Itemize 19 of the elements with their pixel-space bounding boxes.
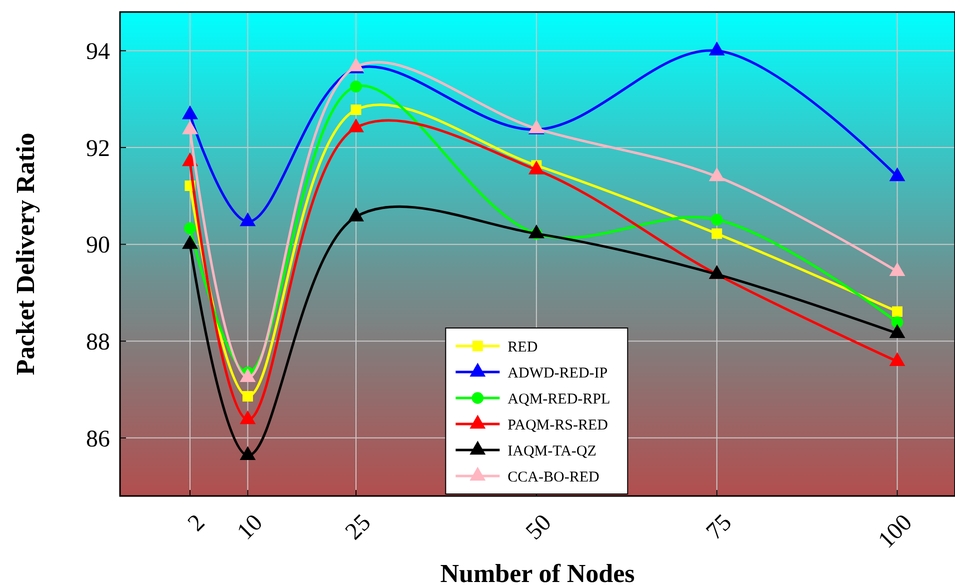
y-tick-label: 88 [86,330,110,356]
x-tick-label: 2 [183,510,210,537]
x-tick-label: 25 [340,510,376,546]
y-tick-label: 92 [86,136,110,162]
y-axis-title: Packet Delivery Ratio [11,132,40,376]
x-tick-label: 75 [702,510,737,546]
legend-label: IAQM-TA-QZ [508,443,596,460]
legend-label: CCA-BO-RED [508,469,600,486]
legend-label: RED [508,339,538,356]
x-tick-label: 50 [521,510,557,546]
x-tick-label: 10 [232,510,268,546]
y-tick-label: 94 [86,39,110,66]
legend-label: AQM-RED-RPL [508,391,610,408]
x-axis-title: Number of Nodes [440,559,635,586]
x-tick-label: 100 [874,510,918,554]
y-tick-label: 90 [86,232,110,259]
legend-label: ADWD-RED-IP [508,365,608,382]
y-tick-label: 86 [86,426,110,452]
legend-label: PAQM-RS-RED [508,417,608,434]
